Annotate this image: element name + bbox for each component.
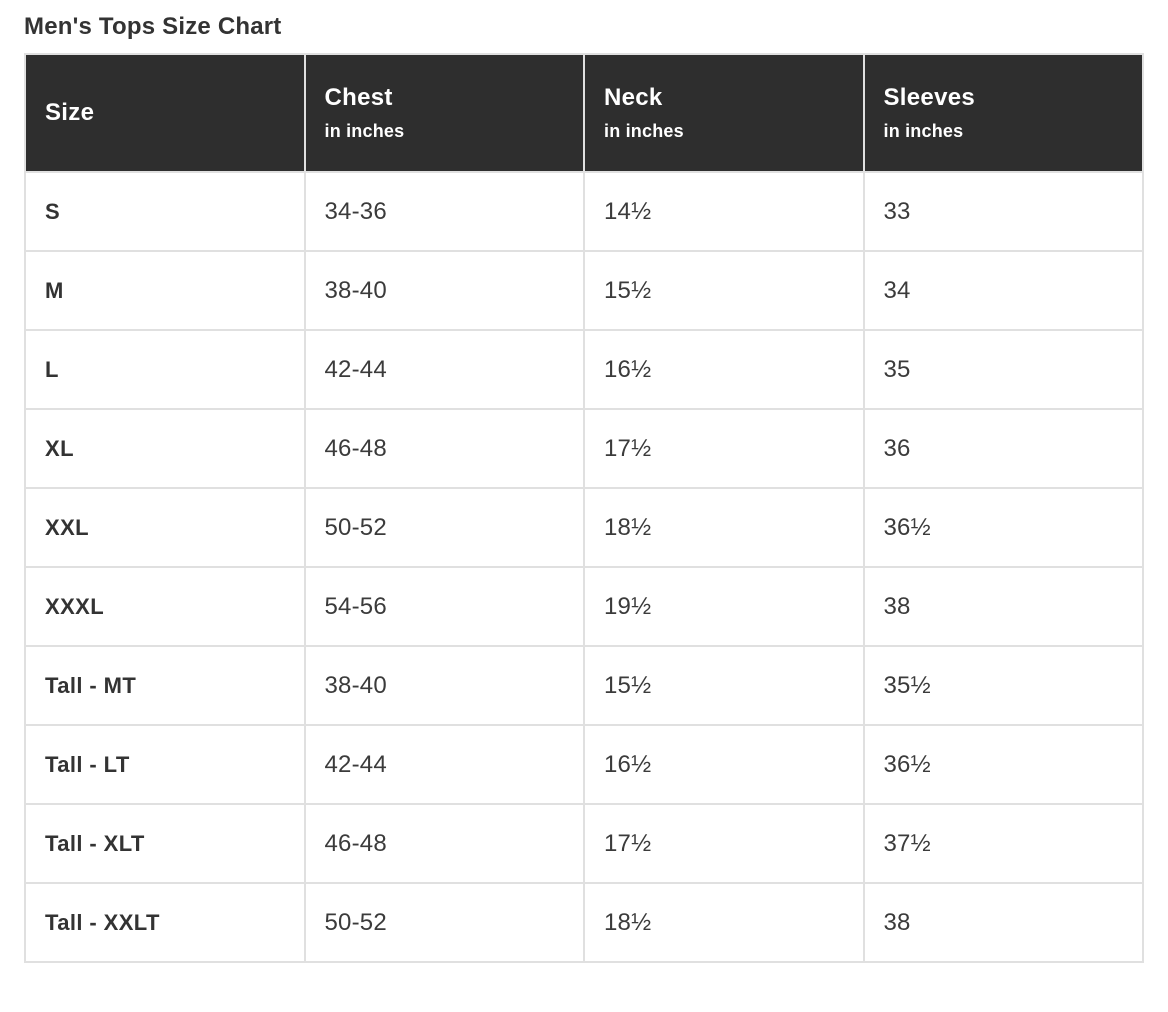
table-row: XL 46-48 17½ 36 [24,408,1144,489]
table-row: L 42-44 16½ 35 [24,329,1144,410]
table-header: Size Chest in inches Neck in inches Slee… [24,53,1144,173]
neck-cell: 15½ [583,645,865,726]
column-header-chest: Chest in inches [303,53,585,173]
neck-cell: 15½ [583,250,865,331]
table-row: Tall - MT 38-40 15½ 35½ [24,645,1144,726]
size-cell: XXXL [24,566,306,647]
size-cell: Tall - LT [24,724,306,805]
sleeves-cell: 34 [862,250,1144,331]
column-header-neck-label: Neck [604,84,663,111]
neck-cell: 16½ [583,724,865,805]
sleeves-cell: 36½ [862,724,1144,805]
chest-cell: 42-44 [303,329,585,410]
chest-cell: 54-56 [303,566,585,647]
chest-cell: 34-36 [303,171,585,252]
size-cell: S [24,171,306,252]
neck-cell: 16½ [583,329,865,410]
sleeves-cell: 38 [862,566,1144,647]
neck-cell: 14½ [583,171,865,252]
chest-cell: 46-48 [303,803,585,884]
chest-cell: 38-40 [303,645,585,726]
sleeves-cell: 33 [862,171,1144,252]
size-cell: Tall - MT [24,645,306,726]
column-header-sleeves: Sleeves in inches [862,53,1144,173]
sleeves-cell: 36½ [862,487,1144,568]
column-header-size: Size [24,53,306,173]
sleeves-cell: 36 [862,408,1144,489]
table-row: Tall - LT 42-44 16½ 36½ [24,724,1144,805]
neck-cell: 17½ [583,803,865,884]
chest-cell: 50-52 [303,882,585,963]
chest-cell: 50-52 [303,487,585,568]
neck-cell: 19½ [583,566,865,647]
sleeves-cell: 35½ [862,645,1144,726]
size-cell: M [24,250,306,331]
sleeves-cell: 37½ [862,803,1144,884]
table-row: Tall - XLT 46-48 17½ 37½ [24,803,1144,884]
column-header-chest-sublabel: in inches [324,121,405,141]
table-row: XXL 50-52 18½ 36½ [24,487,1144,568]
column-header-neck: Neck in inches [583,53,865,173]
size-chart-table: Size Chest in inches Neck in inches Slee… [24,53,1144,963]
table-row: S 34-36 14½ 33 [24,171,1144,252]
column-header-sleeves-label: Sleeves [883,84,976,111]
size-cell: XL [24,408,306,489]
column-header-chest-label: Chest [324,84,393,111]
size-cell: L [24,329,306,410]
neck-cell: 18½ [583,882,865,963]
sleeves-cell: 35 [862,329,1144,410]
chest-cell: 42-44 [303,724,585,805]
chest-cell: 38-40 [303,250,585,331]
header-row: Size Chest in inches Neck in inches Slee… [24,53,1144,173]
column-header-neck-sublabel: in inches [604,121,684,141]
neck-cell: 18½ [583,487,865,568]
neck-cell: 17½ [583,408,865,489]
size-cell: XXL [24,487,306,568]
table-row: M 38-40 15½ 34 [24,250,1144,331]
table-row: XXXL 54-56 19½ 38 [24,566,1144,647]
column-header-size-label: Size [45,99,95,126]
size-cell: Tall - XLT [24,803,306,884]
table-row: Tall - XXLT 50-52 18½ 38 [24,882,1144,963]
sleeves-cell: 38 [862,882,1144,963]
table-body: S 34-36 14½ 33 M 38-40 15½ 34 L 42-44 16… [24,171,1144,963]
size-cell: Tall - XXLT [24,882,306,963]
chest-cell: 46-48 [303,408,585,489]
page-title: Men's Tops Size Chart [24,13,282,40]
column-header-sleeves-sublabel: in inches [883,121,964,141]
